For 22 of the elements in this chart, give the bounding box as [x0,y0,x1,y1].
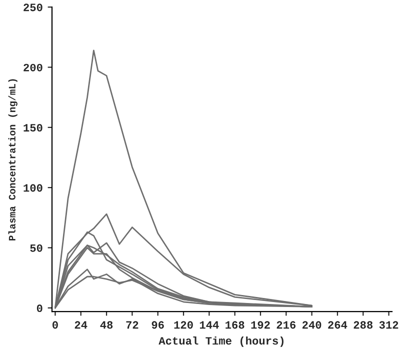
x-tick-label: 144 [200,321,219,329]
x-tick-label: 288 [354,321,373,329]
y-tick-label: 50 [30,244,42,252]
y-tick-label: 0 [36,304,42,312]
x-tick-label: 192 [251,321,270,329]
x-axis-title: Actual Time (hours) [158,336,284,347]
x-tick-label: 96 [152,321,164,329]
x-tick-label: 216 [276,321,296,329]
x-tick-label: 240 [302,321,322,329]
x-tick-label: 72 [126,321,138,329]
y-axis-title: Plasma Concentration (ng/mL) [8,79,18,240]
x-tick-label: 120 [174,321,193,329]
x-tick-label: 0 [52,321,58,329]
y-tick-label: 150 [24,124,42,132]
x-tick-label: 48 [100,321,113,329]
y-tick-label: 200 [24,64,42,72]
x-tick-label: 168 [226,321,244,329]
x-tick-label: 24 [74,321,88,329]
x-tick-label: 264 [328,321,348,329]
y-tick-label: 250 [24,4,42,12]
y-tick-label: 100 [24,184,42,192]
x-tick-label: 312 [379,321,398,329]
